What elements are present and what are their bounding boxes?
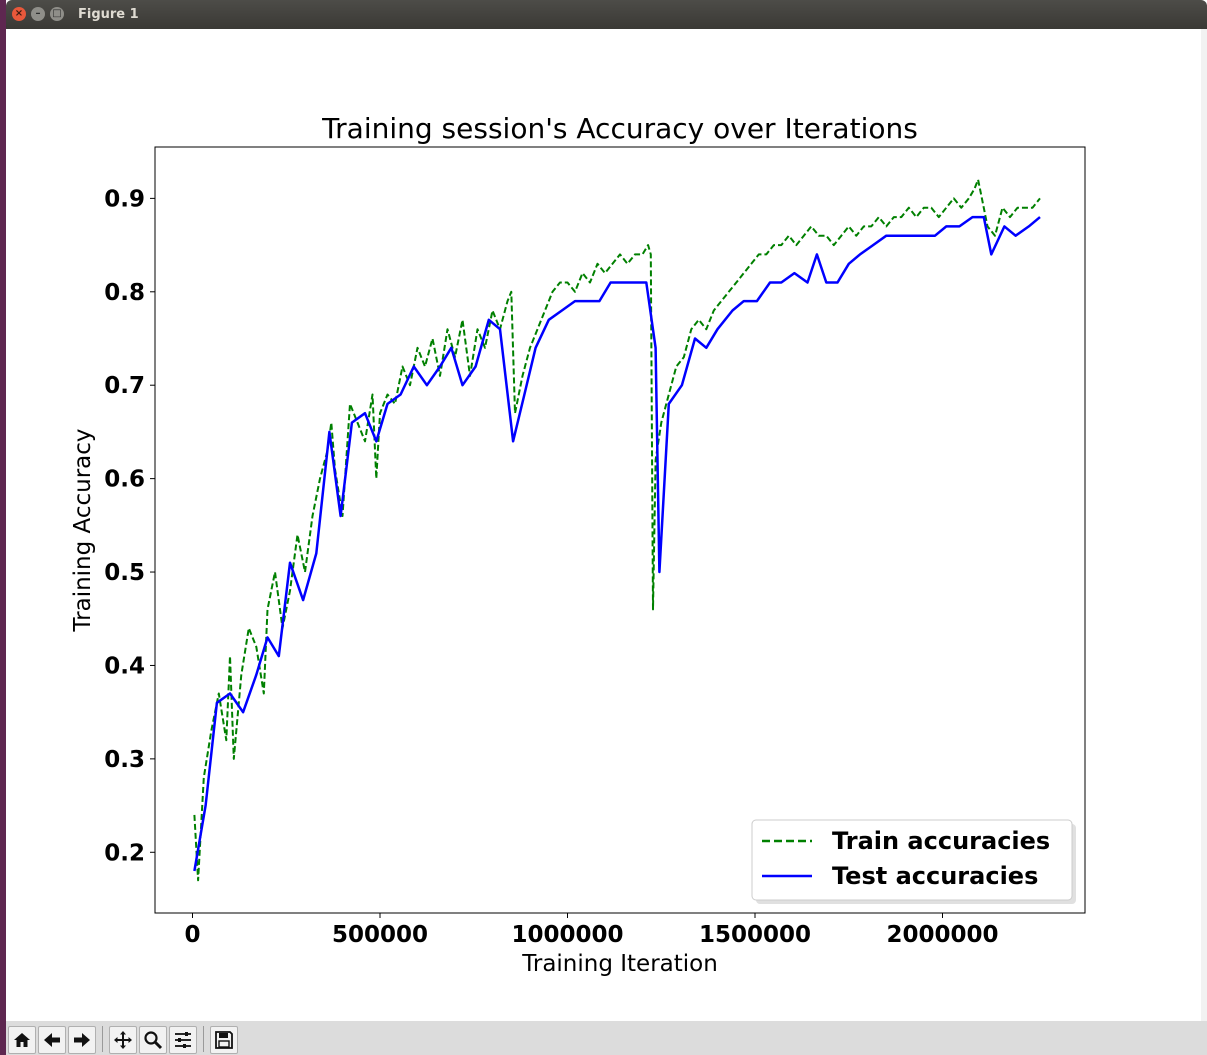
navigation-toolbar [6, 1021, 1207, 1055]
home-icon [14, 1033, 30, 1047]
y-axis-label: Training Accuracy [70, 428, 96, 632]
x-axis-label: Training Iteration [521, 951, 718, 977]
configure-subplots-button[interactable] [169, 1026, 197, 1054]
figure-canvas: 0 500000 1000000 1500000 2000000 0.2 0.3 0.4 0.5… [6, 29, 1207, 1021]
axis-ticks: 0 500000 1000000 1500000 2000000 0.2 0.3 0.4 0.5… [104, 186, 998, 948]
x-tick-label: 1500000 [699, 922, 811, 948]
axes-frame [154, 146, 1086, 914]
y-tick-label: 0.8 [104, 280, 145, 306]
title-bar: × – □ Figure 1 [6, 0, 1207, 29]
y-tick-label: 0.7 [104, 373, 145, 399]
pan-button[interactable] [109, 1026, 137, 1054]
toolbar-separator [102, 1026, 103, 1052]
pan-icon [114, 1031, 132, 1049]
maximize-window-button[interactable]: □ [50, 7, 64, 21]
x-tick-label: 0 [184, 922, 200, 948]
legend-train-label: Train accuracies [832, 827, 1050, 855]
zoom-button[interactable] [139, 1026, 167, 1054]
accuracy-chart: 0 500000 1000000 1500000 2000000 0.2 0.3 0.4 0.5… [70, 112, 1086, 977]
configure-icon [175, 1032, 191, 1048]
y-tick-label: 0.2 [104, 840, 145, 866]
test-accuracy-line [193, 215, 1041, 872]
back-icon [44, 1033, 60, 1047]
forward-icon [74, 1033, 90, 1047]
forward-button[interactable] [68, 1026, 96, 1054]
chart-title: Training session's Accuracy over Iterati… [321, 112, 918, 145]
y-tick-label: 0.4 [104, 653, 145, 679]
x-tick-label: 2000000 [886, 922, 998, 948]
home-button[interactable] [8, 1026, 36, 1054]
legend: Train accuracies Test accuracies [751, 819, 1076, 904]
save-button[interactable] [210, 1026, 238, 1054]
save-icon [215, 1031, 233, 1049]
minimize-window-button[interactable]: – [31, 7, 45, 21]
plot-lines [193, 178, 1041, 882]
y-tick-label: 0.3 [104, 747, 145, 773]
x-tick-label: 500000 [332, 922, 428, 948]
y-tick-label: 0.5 [104, 560, 145, 586]
close-window-button[interactable]: × [12, 7, 26, 21]
window-title: Figure 1 [78, 7, 139, 22]
zoom-icon [144, 1031, 163, 1050]
toolbar-separator [203, 1026, 204, 1052]
y-tick-label: 0.9 [104, 186, 145, 212]
figure-window: × – □ Figure 1 0 500000 1000000 1500000 2000… [6, 0, 1207, 1055]
back-button[interactable] [38, 1026, 66, 1054]
x-tick-label: 1000000 [511, 922, 623, 948]
train-accuracy-line [193, 178, 1041, 882]
legend-test-label: Test accuracies [832, 862, 1038, 890]
y-tick-label: 0.6 [104, 467, 145, 493]
window-edge [1201, 29, 1207, 1021]
